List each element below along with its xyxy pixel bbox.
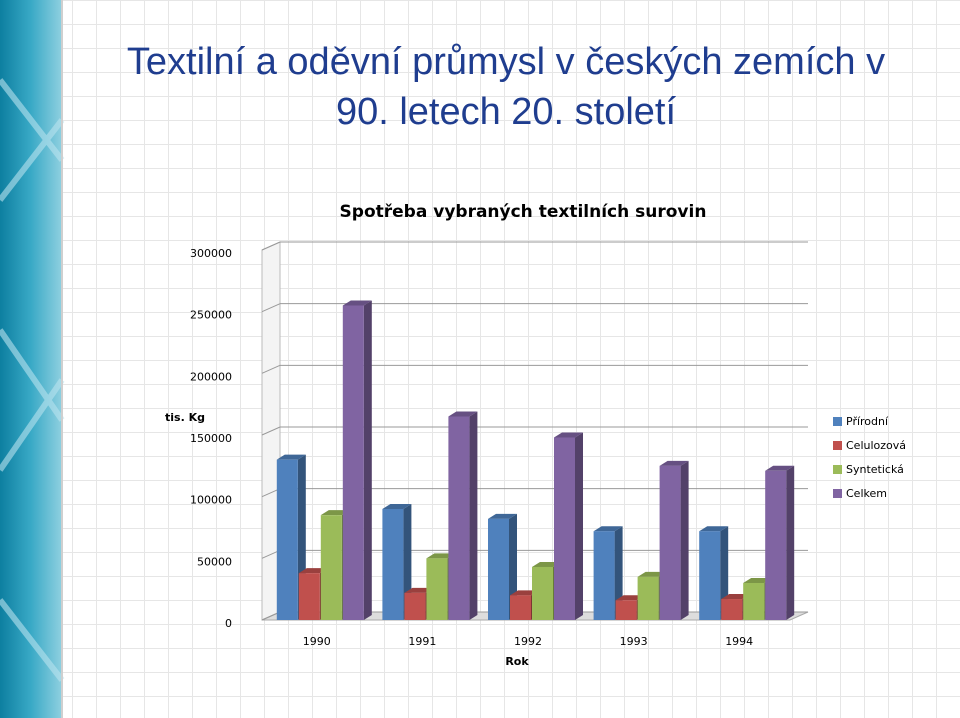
bar-side <box>469 411 478 620</box>
x-tick-label: 1994 <box>725 635 753 648</box>
grid-line <box>261 303 281 313</box>
legend-label: Přírodní <box>846 415 889 428</box>
slide-title: Textilní a oděvní průmysl v českých zemí… <box>127 41 885 83</box>
y-axis-label: tis. Kg <box>165 411 205 424</box>
side-pattern <box>0 78 65 682</box>
x-tick-label: 1992 <box>514 635 542 648</box>
bar-top <box>593 526 623 532</box>
bar <box>488 518 509 620</box>
x-tick-label: 1991 <box>408 635 436 648</box>
chart-title: Spotřeba vybraných textilních surovin <box>340 202 707 222</box>
bar <box>765 470 787 620</box>
legend-swatch <box>833 417 842 426</box>
bar-top <box>532 561 561 567</box>
y-tick-label: 300000 <box>190 247 232 260</box>
bar-side <box>363 300 372 620</box>
bar <box>320 515 342 620</box>
bar <box>298 573 320 620</box>
bar-top <box>637 571 667 577</box>
x-axis-label: Rok <box>505 655 529 668</box>
bar-side <box>575 432 583 620</box>
bar-top <box>276 454 306 460</box>
legend-swatch <box>833 489 842 498</box>
y-tick-label: 0 <box>225 617 232 630</box>
bar-top <box>510 590 539 596</box>
bar <box>448 416 470 620</box>
legend-swatch <box>833 465 842 474</box>
bar-top <box>721 594 751 600</box>
bar-side <box>614 526 623 620</box>
bar-side <box>680 460 689 620</box>
y-tick-label: 150000 <box>190 432 232 445</box>
bar-top <box>382 504 412 509</box>
bar-top <box>659 460 689 466</box>
bar <box>593 531 615 620</box>
bar <box>637 576 659 620</box>
bar <box>659 465 681 620</box>
bar <box>404 592 426 620</box>
legend-swatch <box>833 441 842 450</box>
bar-top <box>488 513 517 519</box>
bar-top <box>320 510 350 516</box>
bar <box>532 566 553 620</box>
grid-line <box>261 241 281 251</box>
bar-top <box>743 578 773 583</box>
y-tick-label: 100000 <box>190 494 232 507</box>
grid-line <box>261 364 281 374</box>
bar-top <box>404 587 434 593</box>
bar <box>615 600 637 620</box>
bar <box>276 459 298 620</box>
bar-top <box>615 595 645 601</box>
bar <box>721 599 743 620</box>
bar-side <box>786 465 795 620</box>
bar-top <box>699 526 729 532</box>
y-tick-label: 250000 <box>190 309 232 322</box>
bar <box>554 437 575 620</box>
x-tick-label: 1990 <box>303 635 331 648</box>
bar <box>342 305 364 620</box>
bar <box>382 509 404 620</box>
bar <box>510 595 531 620</box>
bar-top <box>426 553 456 559</box>
bar-top <box>554 432 583 438</box>
bar-top <box>765 465 795 471</box>
bar-top <box>298 568 328 574</box>
legend-label: Syntetická <box>846 463 904 476</box>
grid-line <box>261 426 281 436</box>
bar <box>699 531 721 620</box>
legend-label: Celkem <box>846 487 887 500</box>
legend-label: Celulozová <box>846 439 906 452</box>
y-tick-label: 200000 <box>190 370 232 383</box>
bar-top <box>342 300 372 306</box>
bar <box>426 558 448 620</box>
y-tick-label: 50000 <box>197 555 232 568</box>
bar-top <box>448 411 478 417</box>
x-tick-label: 1993 <box>620 635 648 648</box>
bar <box>743 583 765 620</box>
slide-title: 90. letech 20. století <box>336 91 677 133</box>
